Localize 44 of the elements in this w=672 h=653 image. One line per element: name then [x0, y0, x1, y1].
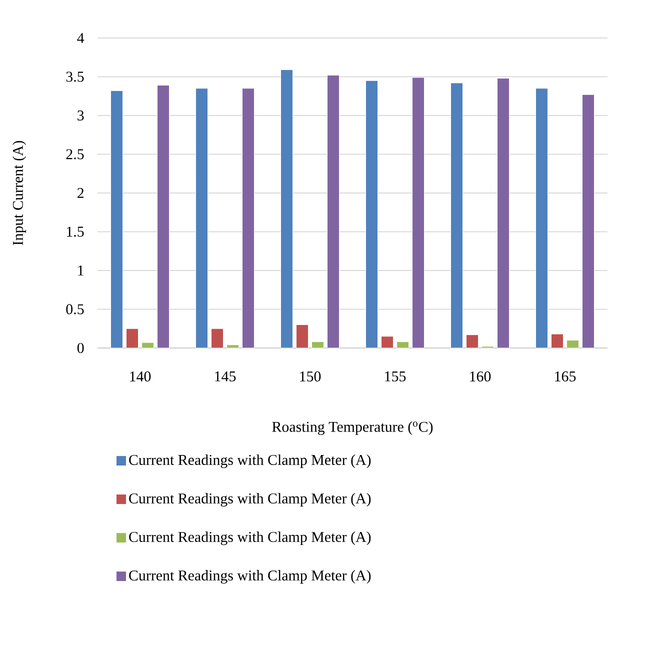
legend-label: Current Readings with Clamp Meter (A): [129, 532, 371, 546]
y-tick-label: 1.5: [66, 226, 84, 237]
bar: [226, 344, 240, 348]
x-axis-title: Roasting Temperature ($^{o}$C): [272, 421, 433, 435]
y-tick-label: 1: [78, 266, 84, 276]
x-tick-label: 145: [215, 371, 236, 382]
bar: [412, 77, 425, 348]
bar: [566, 340, 580, 348]
x-tick-label: 160: [470, 371, 491, 382]
bar: [396, 342, 410, 348]
bar: [211, 328, 224, 348]
x-tick-label: 165: [555, 371, 576, 382]
legend-label: Current Readings with Clamp Meter (A): [129, 454, 371, 468]
bar: [366, 80, 378, 348]
x-tick-label: 140: [130, 371, 151, 382]
y-tick-label: 3.5: [66, 72, 84, 82]
y-tick-label: 0.5: [66, 304, 84, 314]
y-axis-title: Input Current (A): [12, 140, 26, 246]
bar: [142, 342, 154, 348]
bar: [157, 85, 170, 348]
x-tick-label: 155: [385, 371, 406, 382]
y-tick-label: 2: [78, 188, 84, 198]
bar: [312, 342, 324, 348]
bar: [296, 324, 309, 348]
bar: [126, 328, 139, 348]
y-tick-label: 3: [78, 110, 84, 121]
bar: [327, 74, 340, 348]
legend-label: Current Readings with Clamp Meter (A): [129, 570, 371, 584]
bar: [536, 88, 548, 348]
bar: [450, 82, 464, 348]
y-tick-label: 2.5: [66, 149, 84, 160]
bar: [466, 334, 479, 348]
bar: [196, 88, 208, 348]
y-tick-label: 4: [77, 33, 84, 43]
bar: [582, 94, 595, 348]
bar: [551, 334, 564, 348]
x-tick-label: 150: [300, 371, 321, 382]
bar: [242, 88, 255, 348]
bar: [280, 70, 294, 348]
bar: [497, 78, 510, 348]
y-tick-label: 0: [77, 342, 84, 354]
legend-label: Current Readings with Clamp Meter (A): [129, 492, 371, 507]
bar: [110, 90, 124, 348]
bar: [381, 336, 394, 348]
